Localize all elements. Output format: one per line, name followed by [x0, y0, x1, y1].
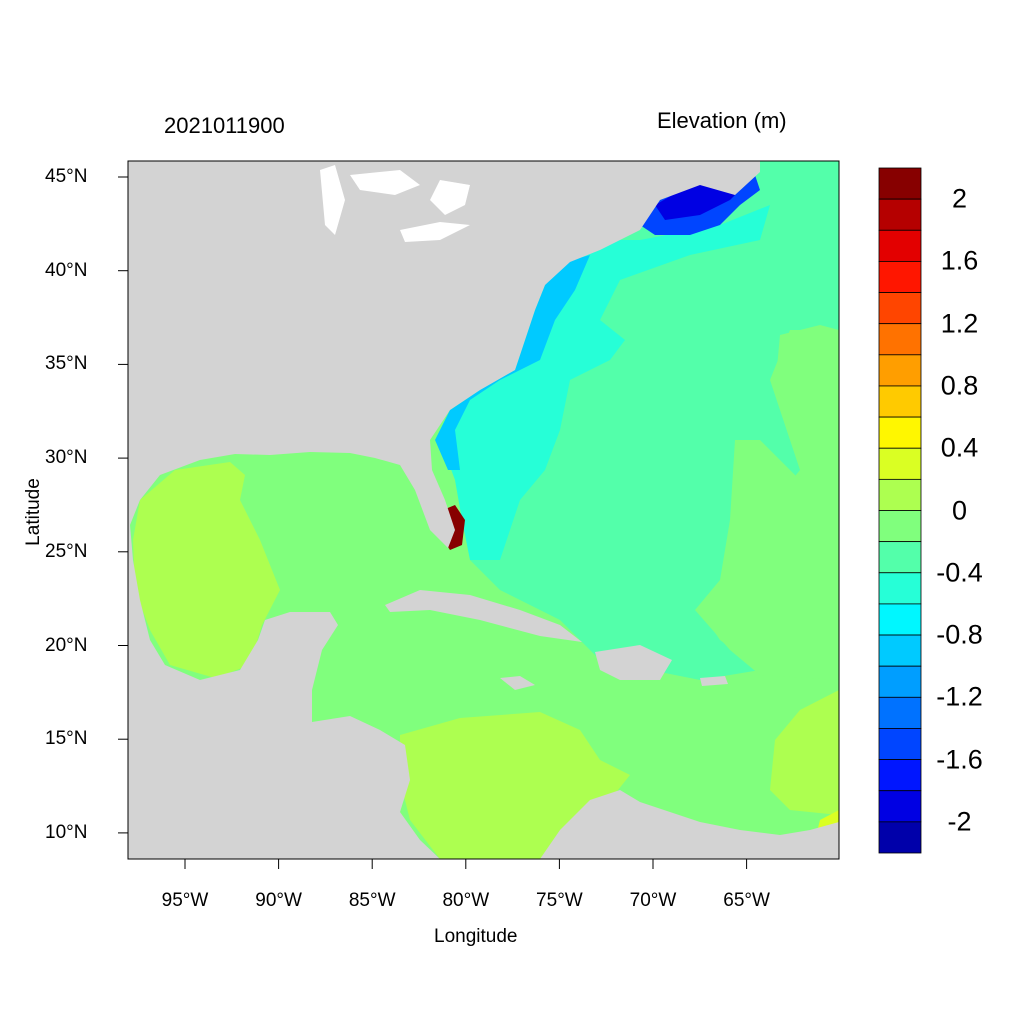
y-tick-label: 25°N: [45, 540, 88, 562]
land-puerto-rico: [700, 676, 728, 686]
x-tick-label: 95°W: [161, 890, 209, 911]
colorbar-box: [878, 510, 922, 543]
colorbar-box: [878, 634, 922, 667]
y-tick-label: 20°N: [45, 634, 88, 656]
colorbar-label: 1.6: [940, 245, 979, 276]
lesser-antilles-zone: [770, 690, 839, 815]
colorbar-box: [878, 229, 922, 262]
land-cuba: [385, 590, 582, 642]
colorbar-box: [878, 696, 922, 729]
map-area: [128, 161, 839, 859]
western-gulf-zone: [133, 462, 280, 678]
y-tick-label: 30°N: [45, 447, 88, 469]
colorbar-label: -0.4: [936, 557, 983, 588]
y-tick-label: 35°N: [45, 353, 88, 375]
colorbar-label: 1.2: [940, 308, 979, 339]
colorbar-box: [878, 198, 922, 231]
variable-title: Elevation (m): [657, 108, 787, 133]
coastal-shelf-zone: [440, 205, 770, 560]
axis-ticks: [118, 176, 748, 869]
colorbar-label: 2: [951, 183, 968, 214]
colorbar-box: [878, 354, 922, 387]
colorbar: [878, 167, 922, 854]
y-tick-label: 40°N: [45, 259, 88, 281]
great-lakes: [320, 165, 470, 242]
x-axis-label: Longitude: [434, 926, 518, 947]
x-tick-label: 80°W: [442, 890, 490, 911]
colorbar-box: [878, 759, 922, 792]
colorbar-box: [878, 572, 922, 605]
y-tick-label: 15°N: [45, 728, 88, 750]
x-tick-label: 85°W: [348, 890, 396, 911]
x-tick-label: 90°W: [255, 890, 302, 911]
land-hispaniola: [595, 645, 672, 680]
plot-frame: [127, 160, 840, 860]
colorbar-box: [878, 665, 922, 698]
colorbar-label: -1.6: [936, 744, 983, 775]
x-tick-label: 75°W: [536, 890, 583, 911]
land-jamaica: [500, 676, 535, 690]
x-tick-label: 70°W: [629, 890, 677, 911]
colorbar-box: [878, 603, 922, 636]
colorbar-label: 0.4: [940, 432, 979, 463]
colorbar-box: [878, 821, 922, 854]
colorbar-label: 0: [951, 495, 968, 525]
coastal-shallow-zone: [435, 255, 590, 470]
land-north-america: [128, 161, 760, 859]
colorbar-label: 0.8: [940, 370, 979, 401]
colorbar-box: [878, 385, 922, 418]
colorbar-label: -1.2: [936, 681, 983, 712]
colorbar-box: [878, 478, 922, 511]
colorbar-box: [878, 416, 922, 449]
colorbar-box: [878, 261, 922, 293]
date-title: 2021011900: [164, 113, 285, 138]
y-tick-label: 10°N: [45, 821, 88, 843]
colorbar-label: -2: [947, 806, 972, 837]
colorbar-box: [878, 447, 922, 480]
colorbar-box: [878, 728, 922, 760]
y-tick-label: 45°N: [45, 166, 88, 187]
colorbar-box: [878, 292, 922, 325]
colorbar-label: -0.8: [936, 619, 983, 650]
y-axis-label: Latitude: [23, 478, 44, 546]
colorbar-box: [878, 790, 922, 823]
atlantic-east-zone: [695, 325, 839, 680]
colorbar-box: [878, 323, 922, 356]
colorbar-box: [878, 167, 922, 200]
land-south-america: [540, 790, 839, 859]
colorbar-box: [878, 541, 922, 574]
x-tick-label: 65°W: [723, 890, 770, 911]
